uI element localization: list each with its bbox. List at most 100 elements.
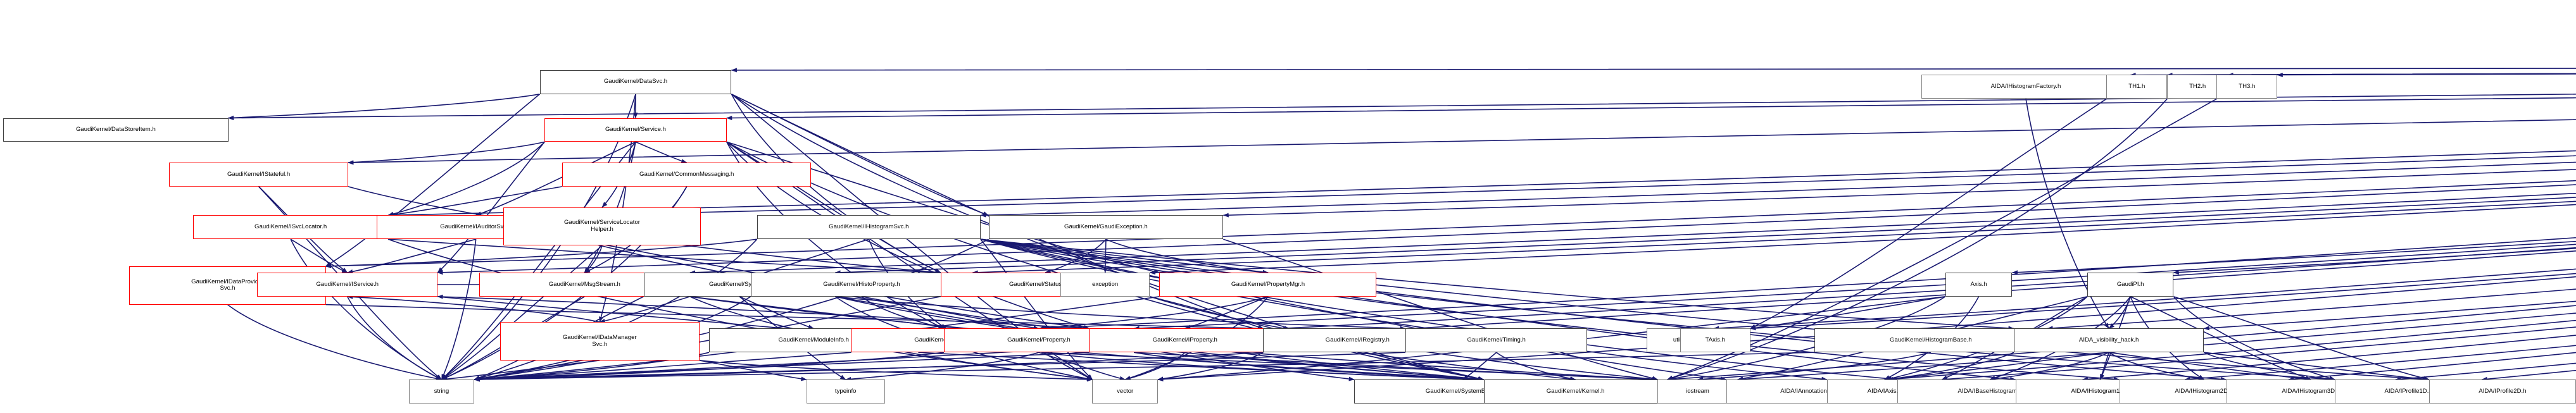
- graph-node-label: TAxis.h: [1705, 336, 1725, 343]
- graph-node-datastoreitem[interactable]: GaudiKernel/DataStoreItem.h: [3, 118, 229, 142]
- graph-node-isvclocator[interactable]: GaudiKernel/ISvcLocator.h: [193, 215, 388, 240]
- graph-node-iproperty[interactable]: GaudiKernel/IProperty.h: [1089, 328, 1281, 353]
- graph-node-taxis[interactable]: TAxis.h: [1680, 328, 1750, 353]
- graph-node-th1[interactable]: TH1.h: [2106, 75, 2168, 99]
- graph-node-histogrambase[interactable]: GaudiKernel/HistogramBase.h: [1814, 328, 2047, 353]
- dependency-edge: [980, 238, 1093, 380]
- graph-node-label: GaudiKernel/CommonMessaging.h: [639, 170, 734, 178]
- dependency-edge: [584, 245, 603, 273]
- graph-node-axis[interactable]: Axis.h: [1945, 273, 2013, 297]
- dependency-edge: [1462, 352, 1497, 380]
- dependency-edge: [731, 94, 989, 216]
- graph-node-ihistogramfactory[interactable]: AIDA/IHistogramFactory.h: [1921, 75, 2131, 99]
- dependency-edge: [1149, 204, 2576, 275]
- dependency-edge: [1045, 238, 1107, 273]
- dependency-edge: [1133, 352, 1484, 382]
- graph-node-label: GaudiKernel/DataStoreItem.h: [75, 126, 156, 133]
- dependency-edge: [2481, 369, 2576, 381]
- dependency-edge: [861, 296, 1040, 330]
- dependency-edge: [845, 352, 1040, 381]
- graph-node-label: GaudiKernel/IRegistry.h: [1325, 336, 1390, 343]
- graph-node-commonmessaging[interactable]: GaudiKernel/CommonMessaging.h: [562, 163, 812, 187]
- dependency-edge: [325, 304, 1264, 331]
- dependency-edge: [290, 238, 442, 380]
- graph-node-label: AIDA/IHistogram3D.h: [2282, 387, 2340, 395]
- graph-node-label: AIDA/IHistogram2D.h: [2175, 387, 2234, 395]
- graph-node-datasvc[interactable]: GaudiKernel/DataSvc.h: [539, 70, 732, 94]
- dependency-edge: [228, 94, 540, 120]
- dependency-edge: [1884, 352, 2109, 381]
- dependency-edge: [2166, 72, 2576, 77]
- graph-node-label: AIDA/IHistogram1D.h: [2071, 387, 2130, 395]
- dependency-edge: [726, 97, 2576, 121]
- graph-node-label: GaudiKernel/StatusCode.h: [1008, 280, 1082, 288]
- dependency-edge: [2099, 352, 2109, 380]
- dependency-edge: [2395, 362, 2576, 381]
- dependency-edge: [441, 360, 600, 381]
- dependency-edge: [1103, 239, 1108, 273]
- dependency-edge: [1750, 296, 1945, 330]
- graph-node-th3[interactable]: TH3.h: [2216, 75, 2278, 99]
- dependency-edge: [1222, 169, 2576, 218]
- dependency-edge: [2288, 352, 2576, 381]
- graph-node-exception[interactable]: exception: [1060, 273, 1150, 297]
- dependency-edge: [2173, 296, 2430, 381]
- graph-node-servicelocatorh[interactable]: GaudiKernel/ServiceLocator Helper.h: [503, 207, 701, 246]
- graph-node-timing[interactable]: GaudiKernel/Timing.h: [1405, 328, 1588, 353]
- dependency-edge: [635, 141, 688, 164]
- graph-node-gaudipi[interactable]: GaudiPI.h: [2087, 273, 2174, 297]
- graph-node-istateful[interactable]: GaudiKernel/IStateful.h: [169, 163, 348, 187]
- dependency-edge: [1750, 98, 2107, 330]
- graph-node-histoproperty[interactable]: GaudiKernel/HistoProperty.h: [750, 273, 973, 297]
- dependency-edge: [980, 238, 2430, 382]
- dependency-edge: [980, 238, 1828, 381]
- graph-node-label: AIDA/IBaseHistogram.h: [1957, 387, 2022, 395]
- graph-node-label: GaudiKernel/Service.h: [605, 126, 666, 133]
- graph-node-label: GaudiKernel/Kernel.h: [1546, 387, 1605, 395]
- graph-node-gaudiexception[interactable]: GaudiKernel/GaudiException.h: [988, 215, 1224, 240]
- graph-node-label: exception: [1092, 280, 1119, 288]
- graph-node-service[interactable]: GaudiKernel/Service.h: [544, 118, 727, 142]
- graph-node-propertymgr[interactable]: GaudiKernel/PropertyMgr.h: [1159, 273, 1377, 297]
- graph-node-label: TH2.h: [2189, 83, 2206, 90]
- dependency-edge: [1038, 352, 1126, 381]
- dependency-edge: [1041, 352, 1484, 382]
- dependency-edge: [726, 141, 1160, 274]
- graph-node-label: GaudiPI.h: [2116, 280, 2144, 288]
- graph-node-kernel[interactable]: GaudiKernel/Kernel.h: [1483, 379, 1668, 404]
- graph-node-label: GaudiKernel/MsgStream.h: [548, 280, 620, 288]
- graph-node-label: GaudiKernel/IDataManager Svc.h: [562, 333, 637, 348]
- dependency-edge: [1280, 247, 2576, 331]
- dependency-edge: [574, 238, 1484, 381]
- graph-node-iostream[interactable]: iostream: [1657, 379, 1738, 404]
- dependency-edge: [346, 296, 442, 380]
- graph-node-idatamanager[interactable]: GaudiKernel/IDataManager Svc.h: [499, 322, 700, 361]
- graph-node-ihistogramsvc[interactable]: GaudiKernel/IHistogramSvc.h: [757, 215, 981, 240]
- dependency-edge: [861, 296, 947, 330]
- graph-node-typeinfo[interactable]: typeinfo: [806, 379, 885, 404]
- dependency-edge: [441, 239, 477, 380]
- dependency-edge: [1105, 238, 1269, 274]
- graph-node-label: GaudiKernel/SystemBase.h: [1425, 387, 1500, 395]
- dependency-edge: [699, 360, 1093, 382]
- graph-node-label: AIDA/IProfile1D.h: [2384, 387, 2432, 395]
- graph-node-iservice[interactable]: GaudiKernel/IService.h: [257, 273, 438, 297]
- graph-node-label: GaudiKernel/ModuleInfo.h: [778, 336, 849, 343]
- dependency-edge: [1184, 296, 1269, 330]
- graph-node-vector[interactable]: vector: [1092, 379, 1158, 404]
- graph-node-label: AIDA/IHistogramFactory.h: [1990, 83, 2061, 90]
- dependency-edge: [980, 238, 2120, 381]
- graph-node-string[interactable]: string: [408, 379, 475, 404]
- dependency-edge: [1041, 352, 1658, 382]
- dependency-edge: [387, 141, 545, 216]
- dependency-edge: [980, 238, 2335, 382]
- graph-node-label: vector: [1117, 387, 1134, 395]
- graph-node-iprofile2d[interactable]: AIDA/IProfile2D.h: [2428, 379, 2576, 404]
- graph-node-aidahack[interactable]: AIDA_visibility_hack.h: [2014, 328, 2204, 353]
- graph-node-label: AIDA/IAnnotation.h: [1780, 387, 1832, 395]
- dependency-edge: [739, 296, 814, 330]
- dependency-edge: [348, 141, 545, 165]
- dependency-edge: [918, 352, 1484, 382]
- dependency-edge: [980, 238, 1898, 381]
- dependency-edge: [834, 197, 2576, 275]
